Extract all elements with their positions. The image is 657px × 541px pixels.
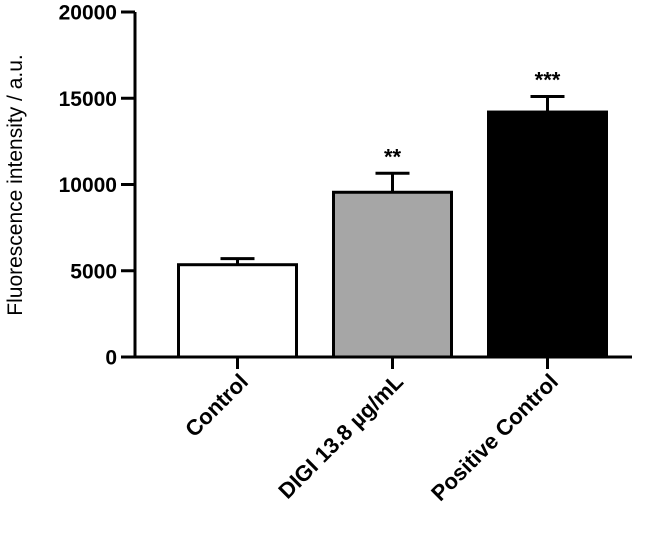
bar-1	[332, 190, 453, 359]
x-tick-label-2: Positive Control	[426, 369, 563, 506]
y-tick-label-0: 0	[105, 347, 117, 370]
y-tick-label-4: 20000	[59, 2, 117, 25]
y-axis-label: Fluorescence intensity / a.u.	[4, 54, 27, 315]
y-tick-label-3: 15000	[59, 88, 117, 111]
x-tick-label-0: Control	[180, 369, 253, 442]
y-axis: 0 5000 10000 15000 20000	[59, 2, 137, 370]
bars: *****	[177, 68, 608, 359]
bar-0	[177, 263, 298, 359]
y-tick-label-1: 5000	[70, 260, 117, 283]
significance-label-2: ***	[535, 68, 561, 93]
bar-2	[487, 110, 608, 359]
x-tick-label-1: DIGI 13.8 µg/mL	[273, 369, 408, 504]
y-tick-label-2: 10000	[59, 174, 117, 197]
x-axis: Control DIGI 13.8 µg/mL Positive Control	[133, 355, 632, 506]
significance-label-1: **	[384, 144, 402, 169]
